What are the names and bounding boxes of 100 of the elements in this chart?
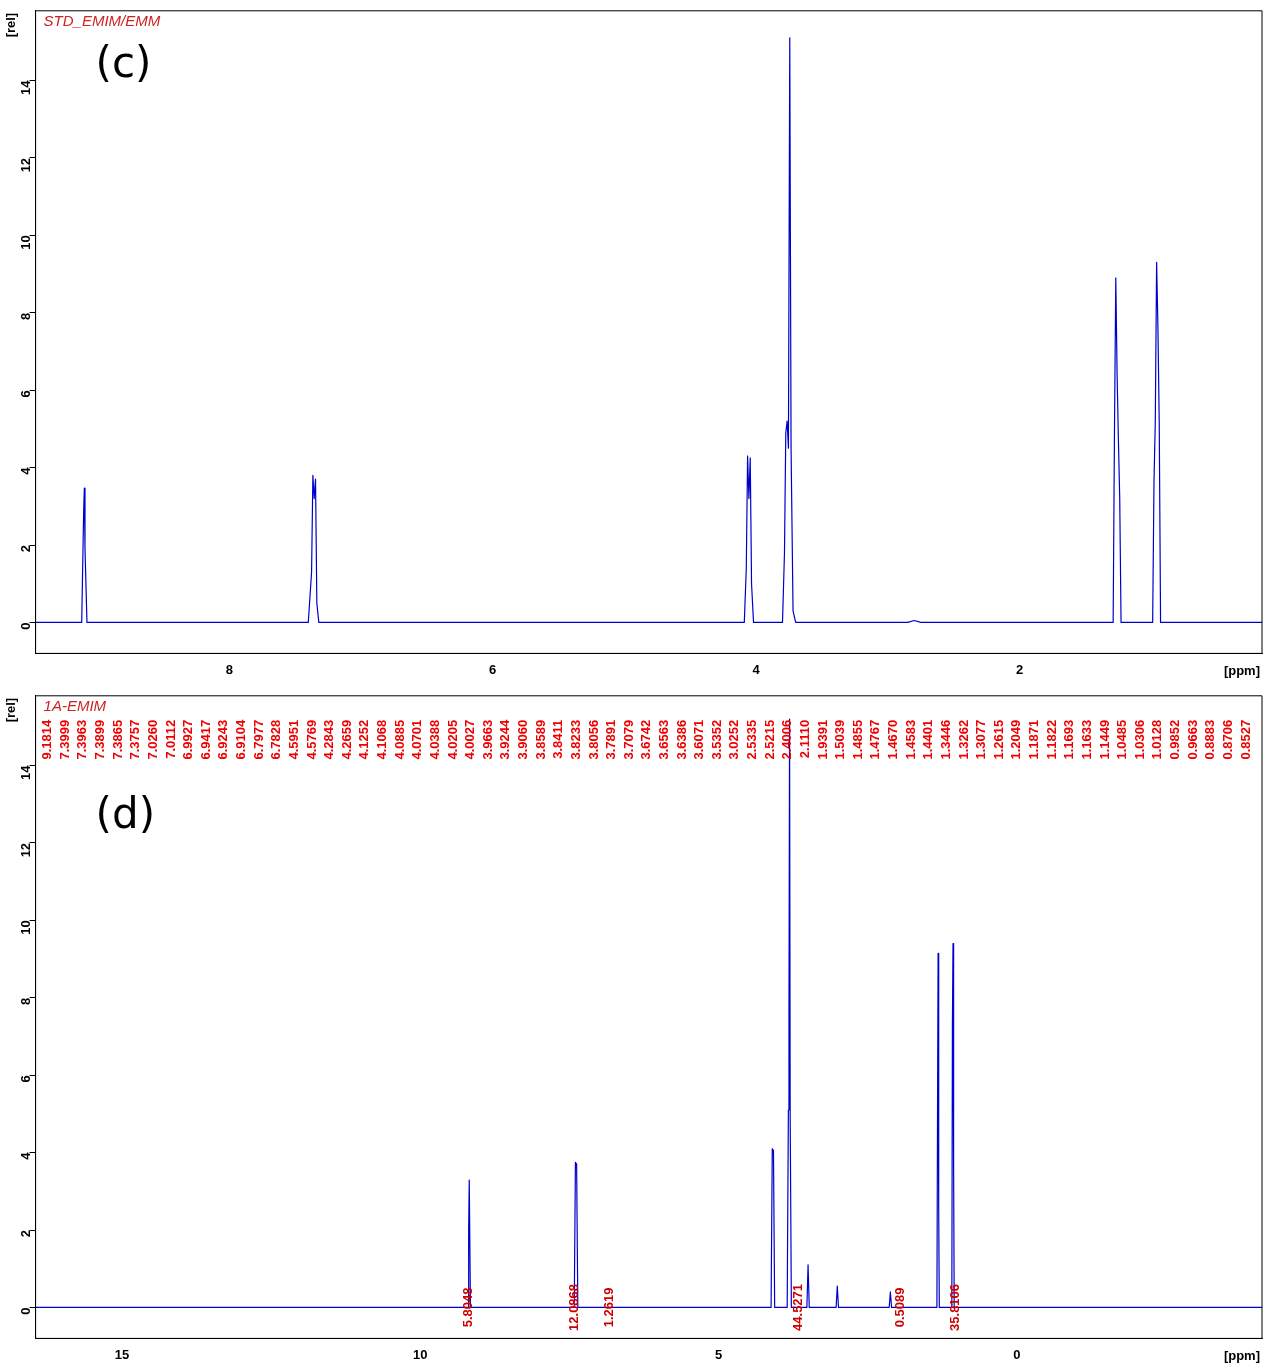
annotation: 4.5769 [303, 719, 319, 760]
y-tick-label: 14 [18, 79, 34, 95]
annotation: 3.8233 [567, 719, 583, 760]
annotation: 1.0306 [1131, 719, 1147, 760]
annotation: 1.3446 [937, 719, 953, 760]
annotation: 0.5089 [892, 1287, 908, 1328]
y-tick-label: 0 [18, 622, 34, 630]
annotation: 6.9104 [233, 719, 249, 760]
annotation: 1.3077 [973, 719, 989, 760]
y-tick-label: 14 [18, 764, 34, 780]
y-axis-title: [rel] [3, 12, 19, 38]
annotation: 6.7977 [250, 719, 266, 760]
x-tick-label: 4 [752, 661, 761, 677]
annotation: 1.1822 [1043, 719, 1059, 760]
y-tick-label: 2 [18, 545, 34, 553]
annotation: 6.9417 [197, 719, 213, 760]
x-tick-label: 8 [225, 661, 233, 677]
annotation: 3.6386 [673, 719, 689, 760]
y-tick-label: 12 [18, 842, 34, 858]
annotation: 1.1693 [1061, 719, 1077, 760]
annotation: 3.8589 [532, 719, 548, 760]
x-tick-label: 6 [489, 661, 497, 677]
annotation: 1.2619 [601, 1287, 617, 1328]
annotation: 4.0205 [444, 719, 460, 760]
annotation: 2.4006 [779, 719, 795, 760]
y-tick-label: 4 [18, 1151, 34, 1160]
annotation: 3.8411 [550, 719, 566, 759]
annotation: 4.1068 [374, 719, 390, 760]
annotation: 4.0885 [391, 719, 407, 760]
annotation: 7.0260 [144, 719, 160, 760]
annotation: 3.0252 [726, 719, 742, 760]
annotation: 3.6071 [691, 719, 707, 760]
annotation: 1.3262 [955, 719, 971, 760]
annotation: 1.4767 [867, 719, 883, 760]
x-tick-label: 2 [1016, 661, 1024, 677]
annotation: 6.9243 [215, 719, 231, 760]
annotation: 0.9663 [1184, 719, 1200, 760]
annotation: 3.7079 [620, 719, 636, 760]
x-tick-label: 5 [714, 1346, 723, 1362]
x-tick-label: 15 [114, 1346, 130, 1362]
annotation: 7.3963 [74, 719, 90, 760]
annotation: 2.5335 [744, 719, 760, 760]
annotation: 4.2843 [321, 719, 337, 760]
annotation: 1.1633 [1078, 719, 1094, 760]
annotation: 5.8048 [459, 1287, 475, 1328]
annotation: 0.9852 [1167, 719, 1183, 760]
x-axis-title: [ppm] [1223, 663, 1260, 679]
y-tick-label: 10 [18, 235, 34, 250]
chart-title: STD_EMIM/EMM [43, 12, 161, 30]
annotation: 0.8706 [1219, 719, 1235, 760]
annotation: 7.3865 [109, 719, 125, 760]
annotation: 4.1252 [356, 719, 372, 760]
annotation: 0.8527 [1237, 719, 1253, 760]
annotation: 6.7828 [268, 719, 284, 760]
annotation: 1.5039 [832, 719, 848, 760]
annotation: 4.2659 [338, 719, 354, 760]
annotation: 4.5951 [285, 719, 301, 760]
y-tick-label: 6 [18, 1075, 34, 1083]
annotation: 3.6742 [638, 719, 654, 760]
annotation: 1.1449 [1096, 719, 1112, 760]
y-tick-label: 8 [18, 312, 34, 320]
annotation: 2.1110 [796, 719, 812, 759]
annotation: 1.2615 [990, 719, 1006, 760]
annotation: 1.1871 [1026, 719, 1042, 760]
annotation: 35.8106 [946, 1283, 962, 1331]
annotation: 4.0701 [409, 719, 425, 760]
annotation: 3.8056 [585, 719, 601, 760]
annotation: 1.4583 [902, 719, 918, 760]
annotation: 12.0868 [566, 1283, 582, 1331]
y-tick-label: 2 [18, 1230, 34, 1238]
x-tick-label: 0 [1013, 1346, 1021, 1362]
annotation: 6.9927 [180, 719, 196, 760]
chart-title: 1A-EMIM [43, 697, 107, 715]
annotation: 3.9244 [497, 719, 513, 760]
text: (c) [95, 37, 152, 87]
annotation: 4.0388 [426, 719, 442, 760]
y-tick-label: 10 [18, 920, 34, 935]
annotation: 3.6563 [656, 719, 671, 760]
annotation: 1.0485 [1114, 719, 1130, 760]
annotation: 1.2049 [1008, 719, 1024, 760]
annotation: 3.9663 [479, 719, 495, 760]
y-tick-label: 4 [18, 466, 34, 475]
annotation: 44.5271 [789, 1283, 805, 1331]
annotation: 1.4401 [920, 719, 936, 760]
y-axis-title: [rel] [3, 697, 19, 723]
annotation: 1.4670 [885, 719, 901, 760]
annotation: 4.0027 [462, 719, 478, 760]
annotation: 7.3899 [92, 719, 108, 760]
annotation: 2.5215 [761, 719, 777, 760]
text: (d) [95, 788, 156, 838]
annotation: 1.4855 [849, 719, 865, 760]
annotation: 7.3999 [56, 719, 72, 760]
x-tick-label: 10 [413, 1346, 428, 1362]
annotation: 3.9060 [515, 719, 531, 760]
annotation: 7.3757 [127, 719, 143, 760]
annotation: 3.7891 [603, 719, 619, 760]
y-tick-label: 8 [18, 997, 34, 1005]
annotation: 7.0112 [162, 719, 178, 759]
annotation: 9.1814 [39, 719, 55, 760]
y-tick-label: 6 [18, 390, 34, 398]
